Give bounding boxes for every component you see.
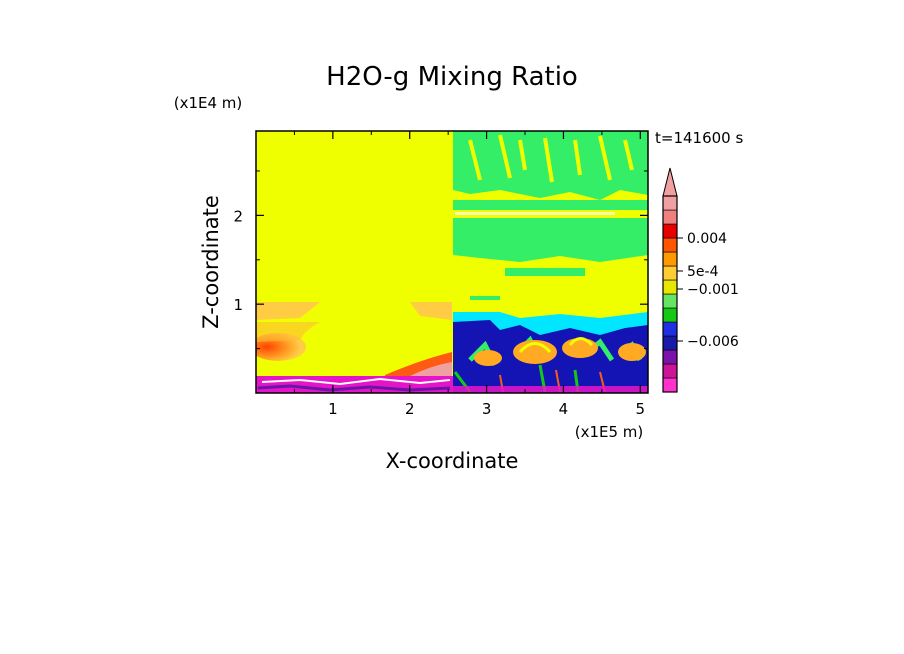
chart-title: H2O-g Mixing Ratio (326, 62, 578, 92)
bottom-purple-streaks (257, 384, 451, 392)
y-multiplier-label: (x1E4 m) (174, 94, 243, 112)
colorbar-extend-arrow (662, 167, 678, 197)
bottom-white-streaks (261, 377, 451, 386)
x-axis-label: X-coordinate (386, 449, 519, 473)
x-tick-label: 3 (482, 400, 492, 418)
colorbar-swatch (662, 195, 678, 211)
left-orange-band (256, 322, 320, 342)
plot-frame (255, 130, 649, 394)
mid-orange-strip (410, 302, 452, 320)
mid-pink-core (410, 362, 452, 378)
colorbar-label: 0.004 (687, 231, 727, 247)
colorbar-labels: 0.004 5e-4 −0.001 −0.006 (677, 231, 739, 350)
colorbar-swatch (662, 321, 678, 337)
x-tick-label: 2 (405, 400, 415, 418)
colorbar-swatch (662, 349, 678, 365)
x-axis-ticks: 1 2 3 4 5 (293, 131, 646, 418)
x-tick-label: 5 (636, 400, 646, 418)
orange-blob-1 (474, 350, 502, 366)
y-axis-ticks: 12 (233, 170, 648, 350)
colorbar-swatch (662, 293, 678, 309)
x-multiplier-label: (x1E5 m) (575, 423, 644, 441)
upper-yellow-streaks (468, 134, 634, 183)
colorbar-swatch (662, 251, 678, 267)
time-label: t=141600 s (655, 129, 743, 147)
colorbar-swatch (662, 279, 678, 295)
colorbar-swatch (662, 209, 678, 225)
green-lower-tongues (468, 335, 643, 367)
orange-blob-2 (513, 340, 557, 364)
green-band-3 (505, 268, 585, 276)
colorbar-swatch (662, 363, 678, 379)
colorbar-label: 5e-4 (687, 264, 719, 280)
left-moist-region (256, 302, 320, 320)
y-axis-label: Z-coordinate (199, 195, 223, 329)
green-band-4 (470, 296, 500, 300)
colorbar-swatch (662, 237, 678, 253)
orange-blob-3 (562, 338, 598, 358)
colorbar-frame (662, 195, 678, 393)
colorbar-label: −0.006 (687, 334, 739, 350)
colorbar-swatch (662, 335, 678, 351)
colorbar-label: −0.001 (687, 282, 739, 298)
colorbar-swatch (662, 223, 678, 239)
green-band-1 (453, 200, 648, 210)
y-tick-label: 2 (233, 207, 243, 225)
bottom-magenta-right (453, 386, 648, 393)
y-tick-label: 1 (233, 296, 243, 314)
colorbar-swatch (662, 377, 678, 393)
x-tick-label: 4 (559, 400, 569, 418)
green-band-2 (453, 218, 648, 262)
white-line-1 (455, 212, 615, 215)
x-tick-label: 1 (328, 400, 338, 418)
heatmap-field (255, 130, 649, 394)
colorbar-swatch (662, 307, 678, 323)
colorbar-swatch (662, 265, 678, 281)
yellow-fringe (518, 337, 594, 354)
colorbar (662, 167, 678, 393)
orange-blob-4 (618, 343, 646, 361)
